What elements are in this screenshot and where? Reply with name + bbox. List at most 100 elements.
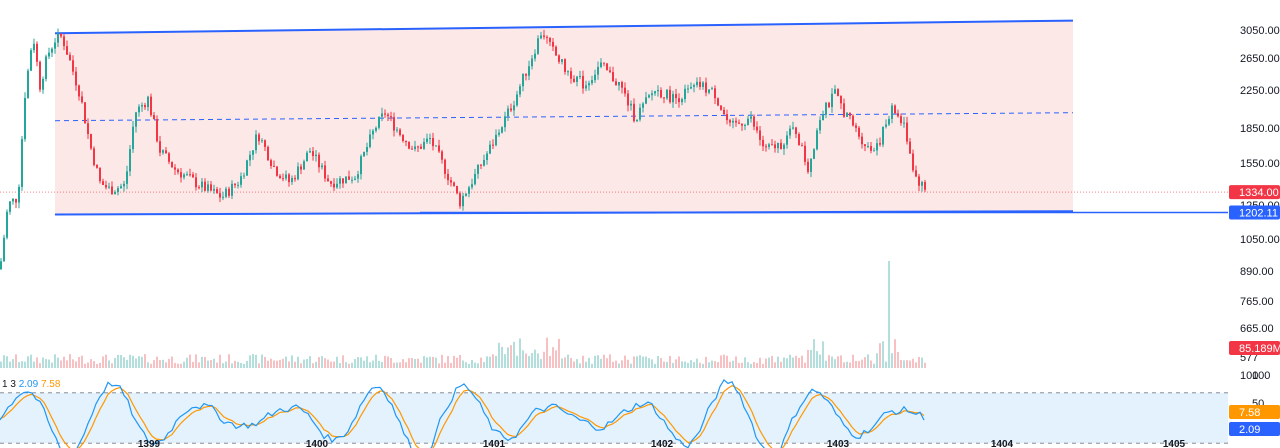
- volume-bar: [261, 354, 263, 368]
- volume-bar: [717, 362, 719, 368]
- volume-bar: [270, 358, 272, 368]
- volume-bar: [189, 354, 191, 368]
- volume-bar: [906, 360, 908, 368]
- candle-body: [780, 142, 782, 149]
- volume-bar: [216, 362, 218, 368]
- volume-bar: [66, 360, 68, 368]
- candle-body: [357, 174, 359, 179]
- volume-bar: [882, 341, 884, 368]
- volume-bar: [150, 363, 152, 368]
- candle-body: [126, 171, 128, 184]
- volume-bar: [39, 363, 41, 368]
- volume-bar: [243, 363, 245, 368]
- candle-body: [789, 128, 791, 136]
- time-axis: 1399 1400 1401 1402 1403 1404 1405: [138, 439, 1186, 448]
- candle-body: [654, 91, 656, 94]
- volume-bar: [771, 355, 773, 368]
- candle-body: [630, 103, 632, 106]
- volume-bar: [231, 363, 233, 368]
- candle-body: [57, 33, 59, 43]
- candle-body: [762, 139, 764, 147]
- volume-bar: [753, 362, 755, 368]
- candle-body: [438, 145, 440, 152]
- candle-body: [822, 114, 824, 121]
- volume-bar: [762, 363, 764, 368]
- candle-body: [849, 112, 851, 116]
- volume-bar: [585, 361, 587, 368]
- candle-body: [891, 105, 893, 119]
- candle-body: [18, 186, 20, 203]
- candle-body: [99, 167, 101, 182]
- volume-bar: [75, 361, 77, 368]
- volume-bar: [201, 356, 203, 368]
- candle-body: [207, 184, 209, 191]
- candle-body: [615, 81, 617, 86]
- candle-body: [105, 185, 107, 188]
- candle-body: [636, 119, 638, 122]
- candle-body: [852, 115, 854, 126]
- candle-body: [24, 97, 26, 140]
- candle-body: [882, 126, 884, 145]
- volume-bar: [114, 357, 116, 368]
- volume-bar: [531, 352, 533, 368]
- volume-bar: [462, 360, 464, 368]
- candle-body: [411, 148, 413, 150]
- candle-body: [417, 146, 419, 148]
- candle-body: [390, 116, 392, 118]
- candle-body: [774, 144, 776, 149]
- candle-body: [261, 140, 263, 142]
- volume-bar: [684, 361, 686, 368]
- volume-bar: [132, 355, 134, 368]
- volume-bar: [306, 359, 308, 368]
- candle-body: [408, 142, 410, 149]
- price-axis-label: 100: [1240, 370, 1258, 382]
- candle-body: [843, 103, 845, 117]
- volume-bar: [612, 361, 614, 368]
- candle-body: [801, 145, 803, 147]
- volume-bar: [525, 353, 527, 368]
- candle-body: [567, 71, 569, 73]
- volume-bar: [393, 362, 395, 368]
- candle-body: [372, 130, 374, 135]
- candle-body: [792, 127, 794, 129]
- candle-body: [516, 94, 518, 106]
- candle-body: [189, 174, 191, 176]
- volume-bar: [54, 354, 56, 368]
- volume-bar: [639, 355, 641, 368]
- candle-body: [93, 148, 95, 165]
- volume-bar: [642, 356, 644, 368]
- candle-body: [810, 158, 812, 172]
- candle-body: [816, 130, 818, 150]
- volume-bar: [579, 363, 581, 368]
- oscillator-band: [0, 392, 1228, 444]
- volume-bar: [768, 357, 770, 368]
- volume-bar: [726, 355, 728, 368]
- candle-body: [894, 105, 896, 114]
- volume-bar: [741, 362, 743, 368]
- volume-bar: [669, 355, 671, 368]
- volume-bar: [198, 362, 200, 368]
- volume-bar: [258, 363, 260, 368]
- volume-bar: [12, 359, 14, 368]
- channel-fill: [55, 20, 1073, 215]
- candle-body: [3, 237, 5, 262]
- volume-bar: [651, 359, 653, 368]
- volume-bar: [147, 362, 149, 368]
- volume-bar: [183, 361, 185, 368]
- volume-bar: [687, 362, 689, 368]
- candle-body: [540, 35, 542, 39]
- volume-bar: [420, 362, 422, 368]
- candle-body: [915, 170, 917, 177]
- volume-bar: [48, 359, 50, 368]
- volume-bar: [903, 360, 905, 368]
- volume-bar: [207, 360, 209, 368]
- candle-body: [351, 179, 353, 181]
- volume-bar: [558, 338, 560, 368]
- candle-body: [504, 116, 506, 128]
- candle-body: [33, 43, 35, 51]
- candle-body: [234, 183, 236, 186]
- volume-bar: [471, 359, 473, 368]
- candle-body: [69, 54, 71, 61]
- volume-bar: [831, 356, 833, 368]
